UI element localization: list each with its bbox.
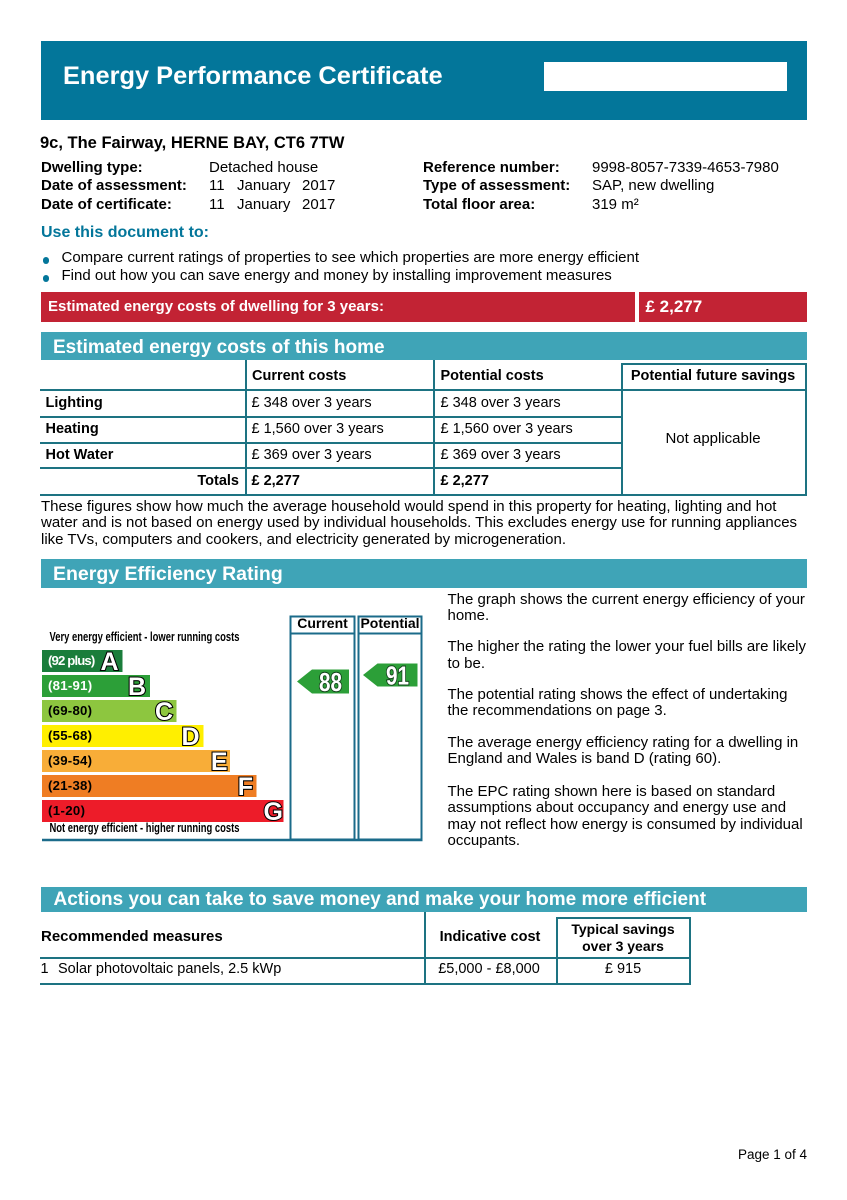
svg-text:E: E	[211, 748, 228, 776]
svg-text:Not energy efficient - higher: Not energy efficient - higher running co…	[50, 821, 240, 835]
svg-text:88: 88	[319, 667, 342, 697]
svg-text:B: B	[128, 673, 146, 701]
svg-text:G: G	[264, 798, 283, 826]
svg-text:(81-91): (81-91)	[48, 678, 92, 693]
svg-text:(55-68): (55-68)	[48, 728, 92, 743]
svg-text:(21-38): (21-38)	[48, 778, 92, 793]
svg-text:(92 plus): (92 plus)	[48, 653, 95, 668]
svg-text:A: A	[100, 648, 118, 676]
svg-text:F: F	[238, 773, 253, 801]
svg-text:D: D	[181, 723, 199, 751]
svg-text:Very energy efficient - lower: Very energy efficient - lower running co…	[50, 630, 240, 644]
svg-text:Potential: Potential	[360, 615, 419, 631]
svg-text:91: 91	[386, 660, 409, 690]
svg-text:(69-80): (69-80)	[48, 703, 92, 718]
svg-text:Current: Current	[297, 615, 348, 631]
svg-text:(1-20): (1-20)	[48, 803, 85, 818]
svg-text:C: C	[155, 698, 173, 726]
svg-text:(39-54): (39-54)	[48, 753, 92, 768]
